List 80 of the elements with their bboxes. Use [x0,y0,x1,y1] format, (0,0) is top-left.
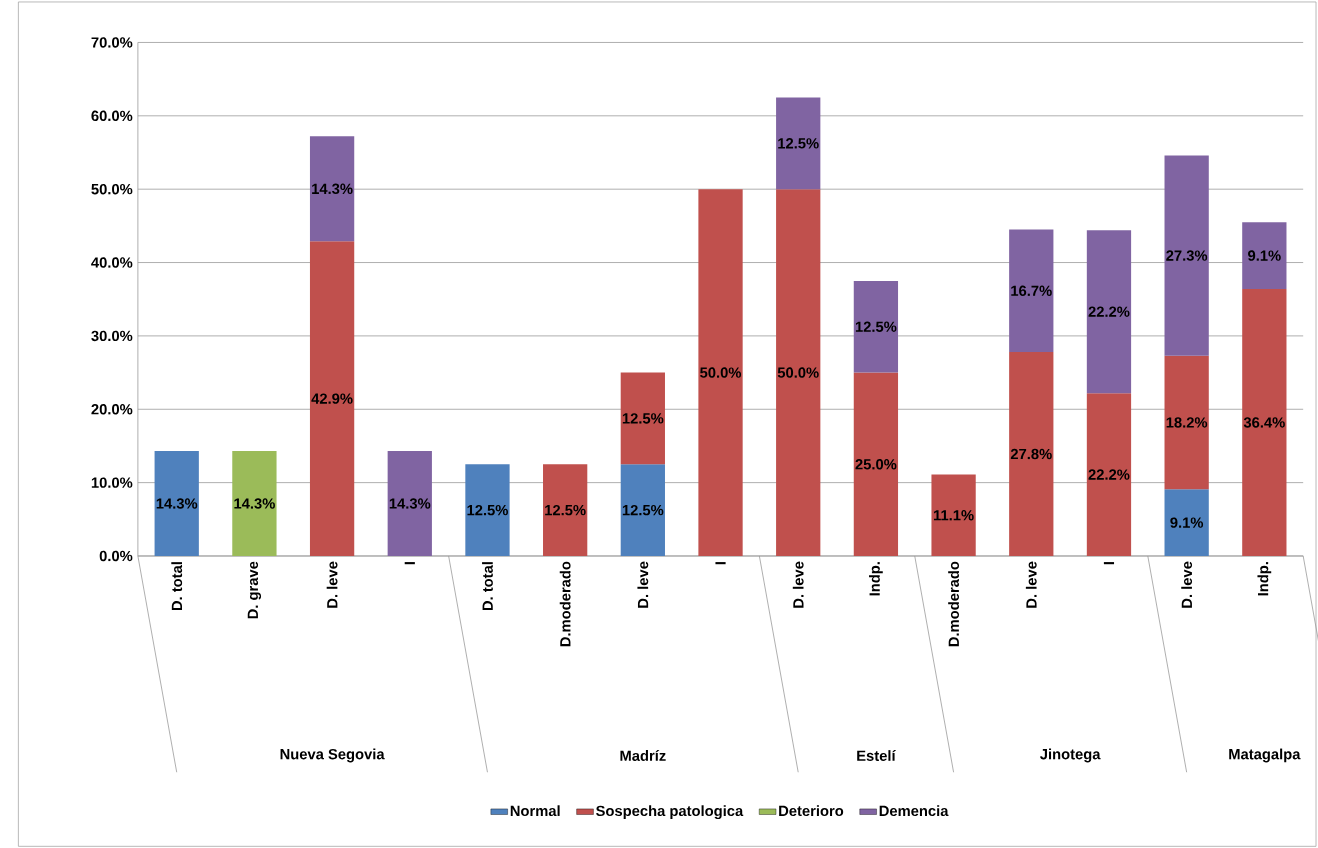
text: Nueva Segovia [280,748,385,763]
x-tick-label: I [404,561,415,565]
text: Matagalpa [1229,748,1301,763]
y-tick-label: 10.0% [91,477,133,488]
bar [853,280,899,373]
data-label: 25.0% [855,458,897,470]
data-label: 27.8% [1010,448,1052,460]
data-label: 14.3% [234,498,275,509]
x-tick-label: D. total [482,562,493,610]
bar [543,464,588,556]
data-label: 12.5% [855,321,897,332]
bar [1164,489,1209,556]
x-tick-label: Indp. [1257,561,1272,596]
data-label: 11.1% [934,509,974,521]
bar [620,464,665,556]
bar [1086,230,1132,393]
legend-label: Deterioro [779,805,844,816]
x-tick-label: I [1103,561,1115,565]
x-tick-label: D. leve [326,561,338,608]
y-tick-label: 70.0% [91,37,133,48]
data-label: 12.5% [622,413,664,424]
bar [776,97,821,190]
data-label: 42.9% [311,393,353,404]
bar [698,189,743,556]
bar [931,474,976,556]
bar [1164,355,1209,490]
text: Estelí [857,749,896,761]
bar [232,450,277,556]
data-label: 9.1% [1170,517,1204,528]
bar [776,189,821,556]
legend-label: Sospecha patologica [596,805,744,819]
data-label: 12.5% [545,504,586,516]
text: Jinotega [1040,748,1101,763]
x-tick-label: I [715,561,726,565]
legend-label: Normal [510,805,560,816]
data-label: 50.0% [700,367,742,378]
bar [1242,288,1287,556]
y-tick-label: 50.0% [91,183,133,195]
y-tick-label: 60.0% [91,110,133,121]
bar [1164,155,1209,356]
x-tick-label: D.moderado [559,561,571,647]
x-tick-label: D. grave [247,561,262,619]
data-label: 12.5% [778,137,819,149]
data-label: 9.1% [1248,250,1281,261]
bar [1086,392,1132,556]
bar [154,450,199,556]
data-label: 14.3% [312,183,353,194]
bar [620,372,665,465]
x-tick-label: D. leve [637,561,649,608]
legend-label: Demencia [879,805,949,816]
y-tick-label: 40.0% [91,257,133,268]
bar [309,241,355,556]
x-tick-label: Indp. [869,561,883,596]
data-label: 50.0% [777,367,819,378]
bar [1242,222,1287,289]
data-label: 36.4% [1243,417,1285,428]
x-tick-label: D.moderado [948,561,960,647]
bar [853,372,899,556]
x-tick-label: D. leve [792,561,804,608]
data-label: 18.2% [1166,417,1208,428]
data-label: 27.3% [1166,250,1208,261]
y-tick-label: 0.0% [99,550,133,562]
data-label: 12.5% [467,504,508,516]
y-tick-label: 30.0% [91,330,133,341]
data-label: 22.2% [1088,469,1130,480]
text: Madríz [620,749,666,761]
x-tick-label: D. leve [1181,561,1193,608]
data-label: 22.2% [1088,306,1130,317]
x-tick-label: D. total [171,562,183,610]
bar [1009,351,1054,556]
bar [1009,229,1054,352]
y-tick-label: 20.0% [91,403,133,415]
data-label: 14.3% [156,498,198,509]
data-label: 16.7% [1011,285,1052,296]
x-tick-label: D. leve [1025,561,1037,608]
data-label: 12.5% [622,504,664,516]
bar [309,136,355,242]
bar [465,464,510,556]
data-label: 14.3% [389,498,431,509]
bar [387,450,432,556]
